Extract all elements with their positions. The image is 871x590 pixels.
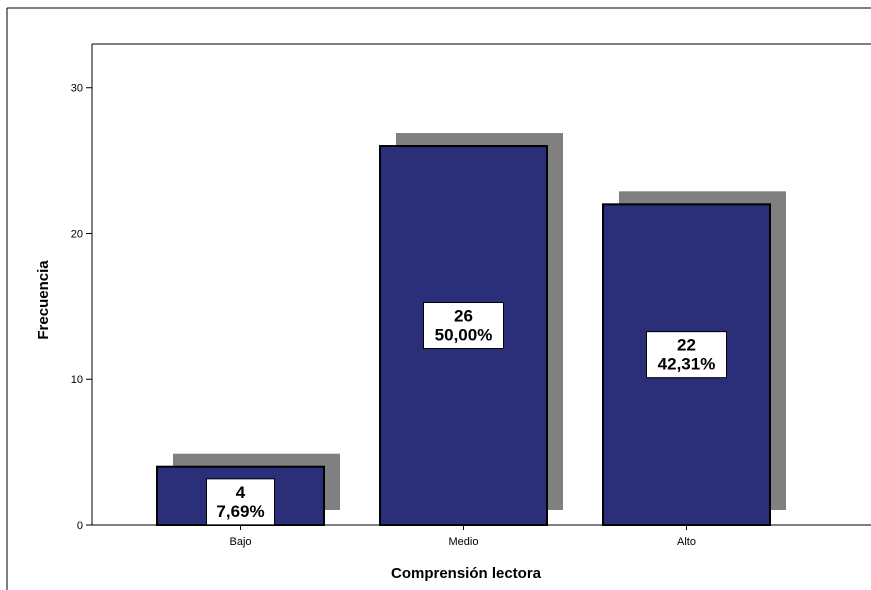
y-axis-title: Frecuencia [35, 260, 52, 340]
data-label-count: 26 [454, 307, 473, 326]
y-tick-label: 10 [71, 374, 83, 386]
x-tick-label: Bajo [229, 536, 251, 548]
y-tick-label: 0 [77, 520, 83, 532]
x-tick-label: Medio [449, 536, 479, 548]
data-label-percent: 7,69% [216, 502, 264, 521]
y-tick-label: 30 [71, 83, 83, 95]
x-axis-ticks: Bajo Medio Alto [229, 525, 696, 548]
data-label-box [646, 331, 727, 379]
data-label-box [206, 478, 275, 526]
data-label-percent: 50,00% [435, 326, 493, 345]
data-label-count: 22 [677, 336, 696, 355]
y-axis-ticks: 0 10 20 30 [71, 83, 92, 532]
data-label-count: 4 [236, 483, 246, 502]
data-label-box [423, 302, 504, 350]
y-tick-label: 20 [71, 228, 83, 240]
x-tick-label: Alto [677, 536, 696, 548]
data-label-percent: 42,31% [658, 355, 716, 374]
x-axis-title: Comprensión lectora [391, 565, 542, 582]
